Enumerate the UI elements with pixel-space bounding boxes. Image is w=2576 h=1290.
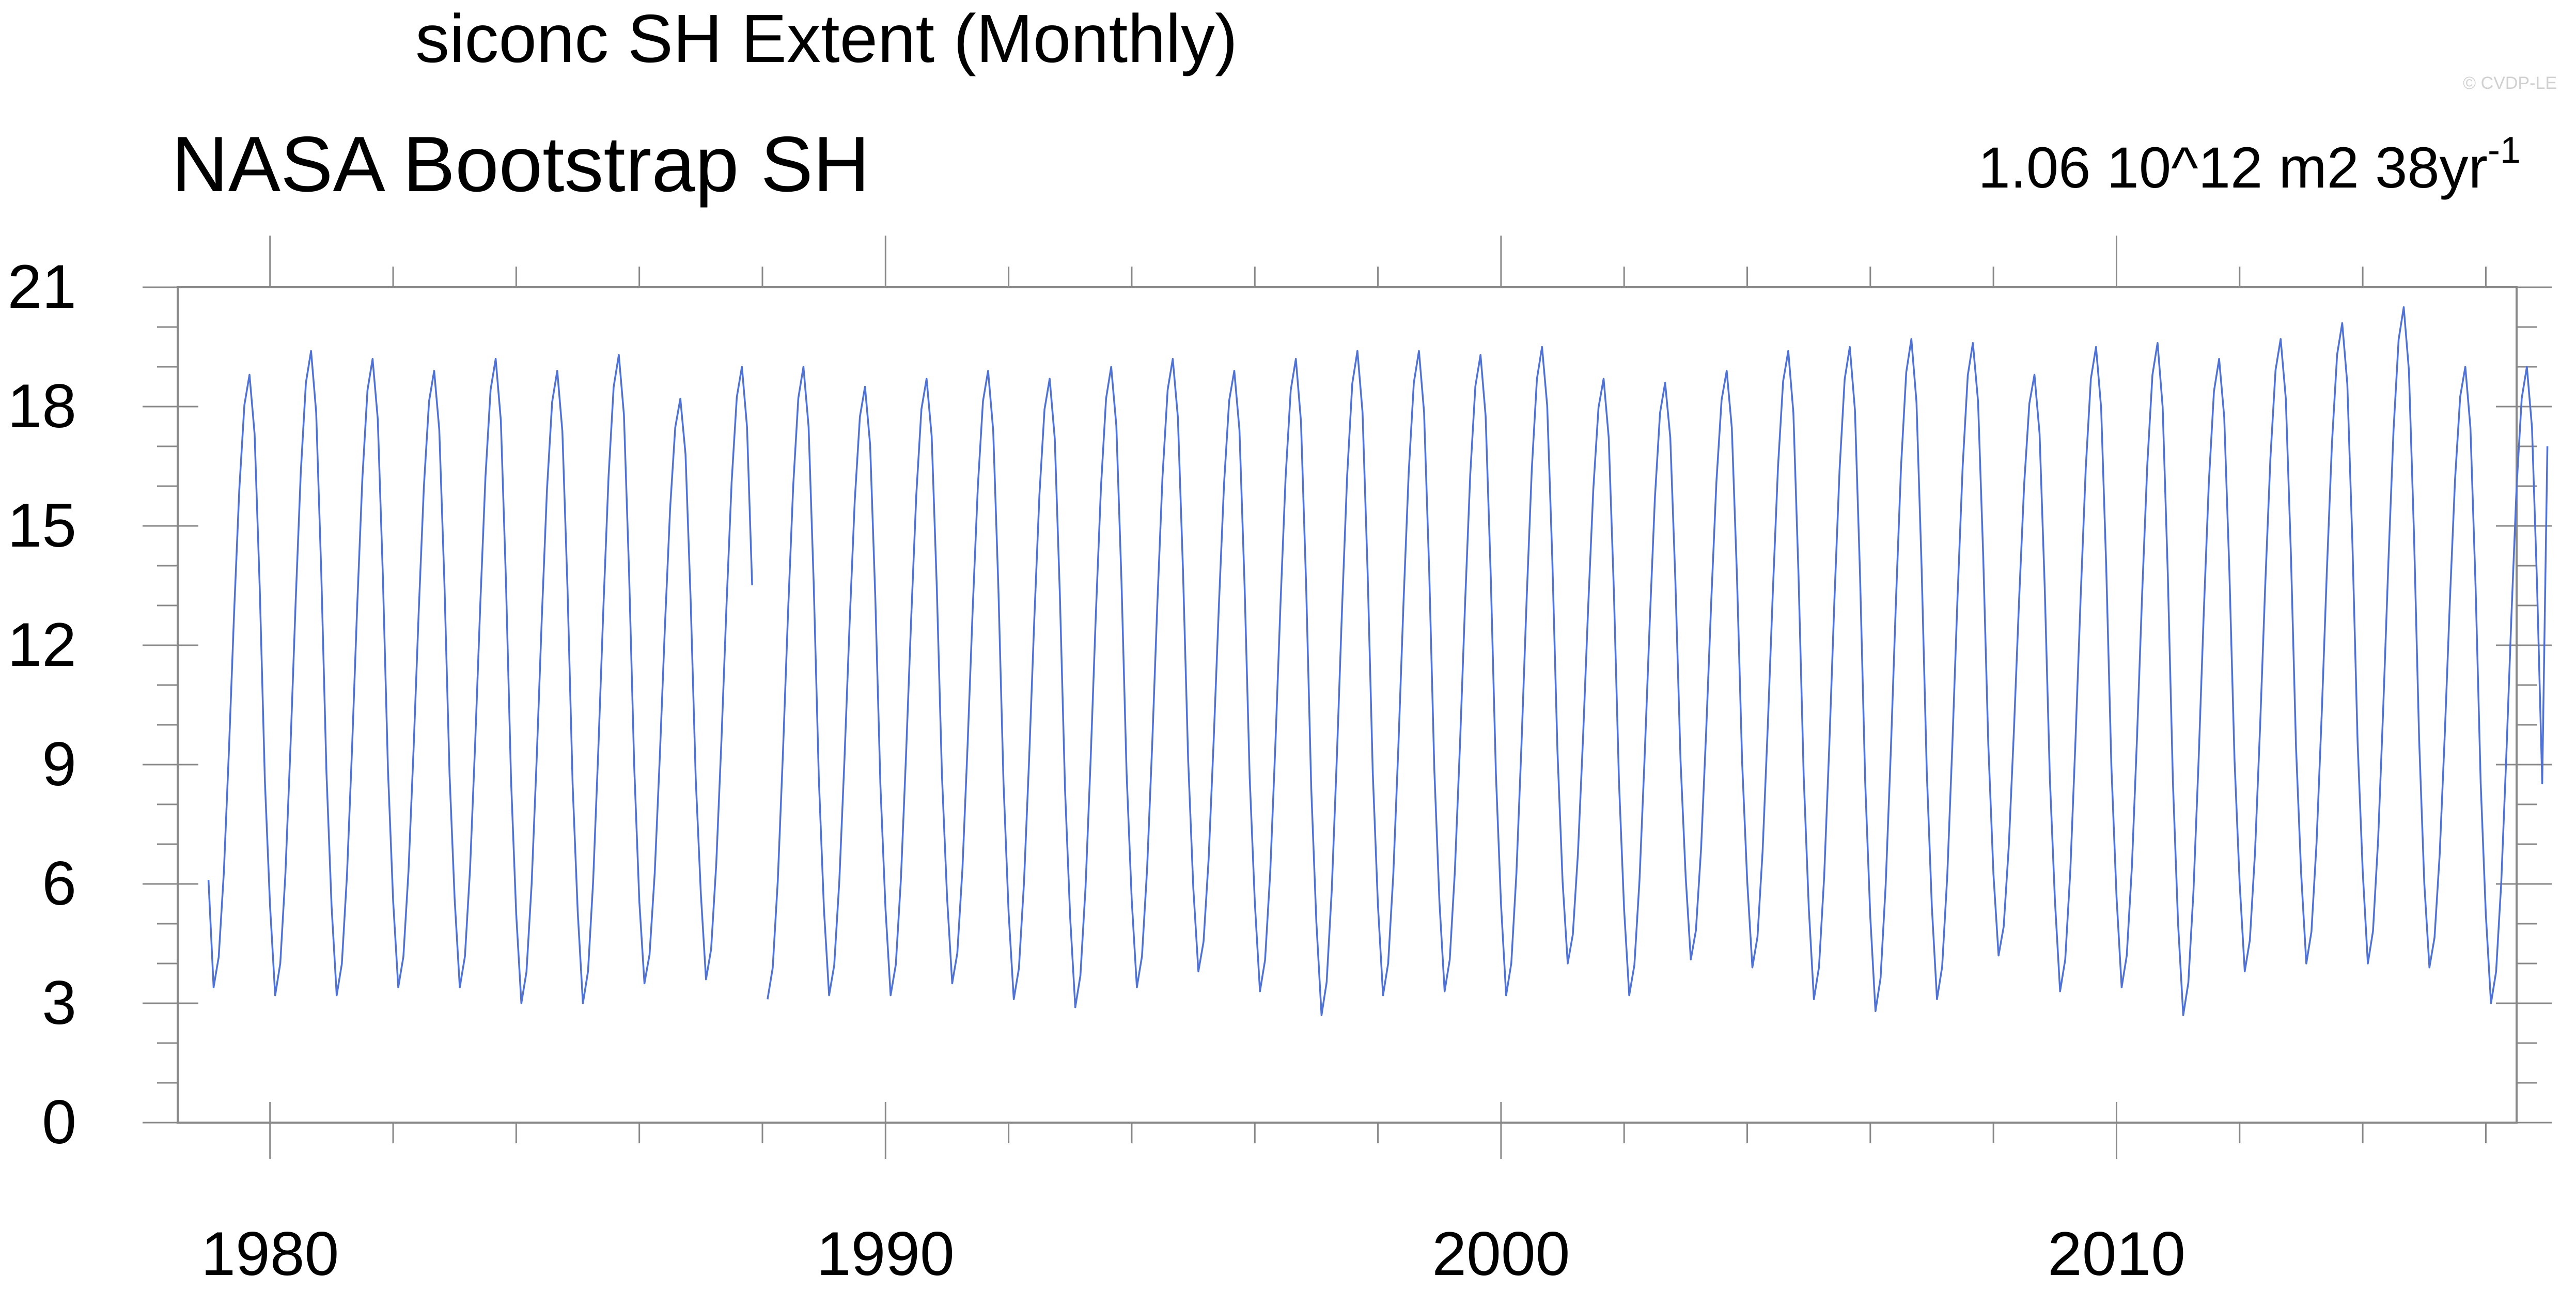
series-line	[207, 350, 753, 1004]
y-tick-label: 9	[42, 729, 76, 799]
watermark: © CVDP-LE	[2463, 73, 2557, 93]
y-tick-label: 15	[8, 491, 76, 560]
x-tick-label: 1980	[201, 1219, 339, 1288]
trend-value: 1.06 10^12 m2 38yr	[1978, 135, 2488, 200]
y-tick-label: 12	[8, 610, 76, 679]
y-tick-label: 0	[42, 1087, 76, 1157]
subtitle-left: NASA Bootstrap SH	[171, 120, 870, 208]
subtitle-right: 1.06 10^12 m2 38yr-1	[1978, 130, 2521, 200]
y-tick-label: 6	[42, 849, 76, 918]
axis-tick-labels: 0 3 6 9 12 15 18 21 1980 1990 2000 2010	[8, 252, 2185, 1288]
x-tick-label: 1990	[817, 1219, 955, 1288]
plot-frame	[177, 286, 2518, 1124]
x-tick-label: 2000	[1432, 1219, 1570, 1288]
series-group	[207, 306, 2549, 1016]
chart-title: siconc SH Extent (Monthly)	[415, 1, 1238, 76]
series-line	[767, 306, 2549, 1016]
y-tick-label: 21	[8, 252, 76, 321]
y-tick-label: 3	[42, 968, 76, 1037]
y-tick-label: 18	[8, 371, 76, 441]
axis-ticks	[143, 236, 2552, 1159]
x-tick-label: 2010	[2048, 1219, 2185, 1288]
trend-exponent: -1	[2488, 130, 2521, 171]
